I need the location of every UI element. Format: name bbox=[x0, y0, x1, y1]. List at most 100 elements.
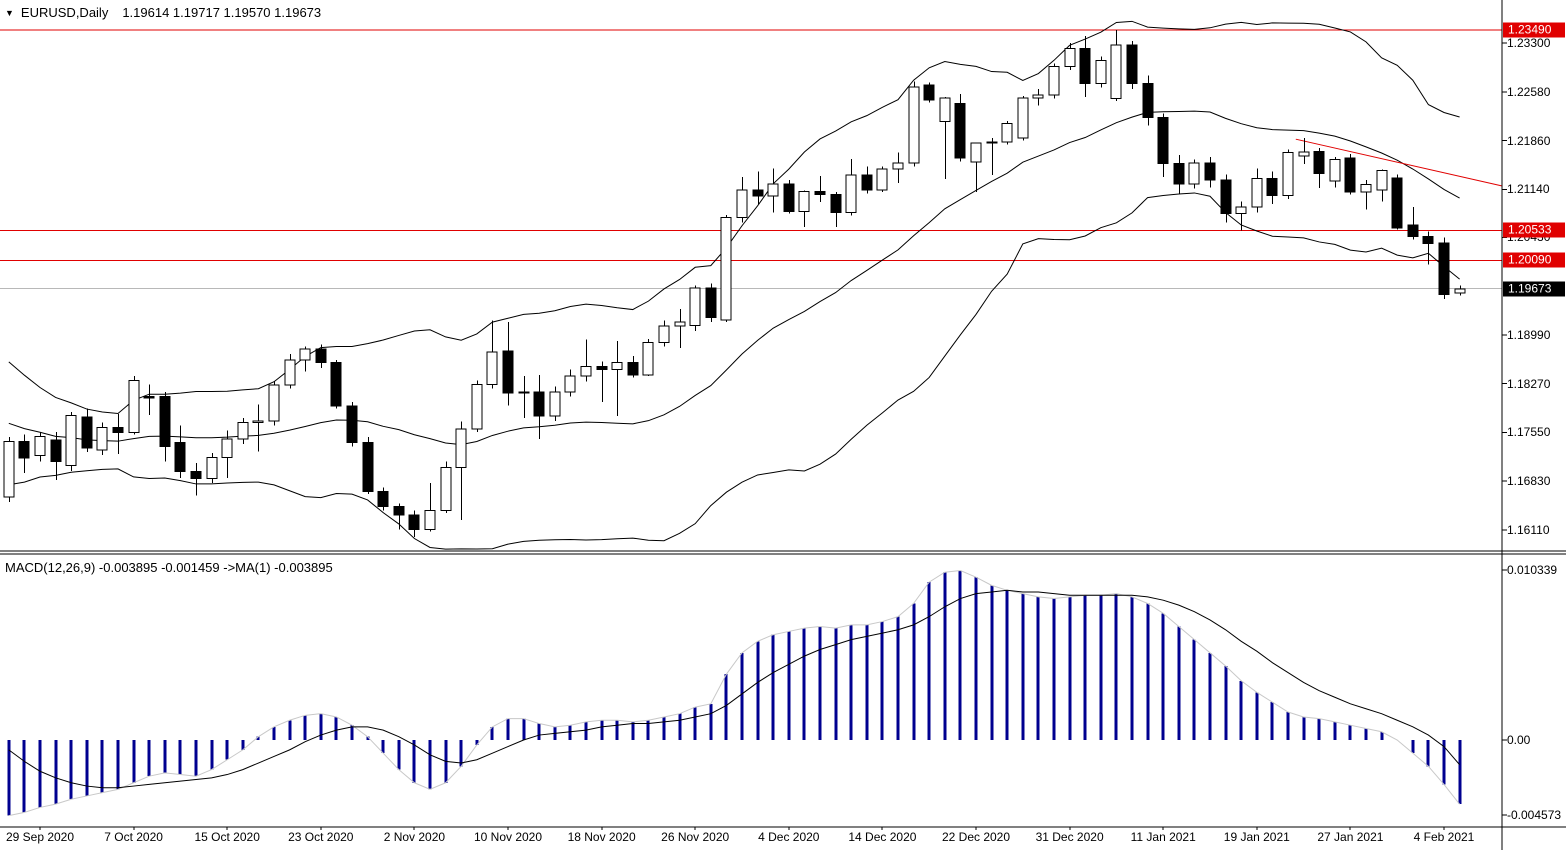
candle-body bbox=[1360, 184, 1372, 193]
candle-body bbox=[783, 183, 795, 213]
price-level-badge: 1.20533 bbox=[1503, 222, 1565, 238]
chart-title: ▼ EURUSD,Daily 1.19614 1.19717 1.19570 1.1… bbox=[5, 5, 321, 20]
candle-body bbox=[845, 174, 857, 213]
candle-body bbox=[3, 440, 15, 498]
date-axis-label: 4 Dec 2020 bbox=[758, 830, 820, 844]
candle-body bbox=[1282, 152, 1294, 196]
candle-body bbox=[18, 440, 30, 459]
bollinger-lower-band bbox=[8, 192, 1460, 550]
candle-body bbox=[1391, 177, 1403, 229]
candle-body bbox=[970, 142, 982, 163]
candle-body bbox=[315, 348, 327, 364]
candle-body bbox=[1173, 163, 1185, 185]
candle-body bbox=[362, 442, 374, 492]
candle-body bbox=[393, 505, 405, 516]
candle-body bbox=[81, 416, 93, 449]
candle-body bbox=[96, 427, 108, 451]
date-axis-label: 23 Oct 2020 bbox=[288, 830, 354, 844]
candle-body bbox=[237, 421, 249, 440]
bollinger-middle-band bbox=[8, 110, 1460, 446]
candle-body bbox=[1454, 288, 1466, 294]
candle-body bbox=[206, 457, 218, 480]
candle-body bbox=[377, 490, 389, 507]
bollinger-upper-band bbox=[8, 20, 1460, 414]
candle-body bbox=[1220, 179, 1232, 215]
date-axis-label: 4 Feb 2021 bbox=[1413, 830, 1475, 844]
candle-body bbox=[471, 383, 483, 430]
candle-body bbox=[876, 168, 888, 191]
candle-body bbox=[190, 471, 202, 480]
candle-body bbox=[939, 97, 951, 123]
symbol-period-label: EURUSD,Daily bbox=[20, 5, 109, 20]
date-axis-label: 29 Sep 2020 bbox=[5, 830, 75, 844]
price-axis-label: 1.18990 bbox=[1507, 327, 1551, 342]
candle-body bbox=[861, 174, 873, 191]
ohlc-quote-values: 1.19614 1.19717 1.19570 1.19673 bbox=[122, 5, 322, 20]
candle-body bbox=[159, 396, 171, 448]
date-axis-label: 2 Nov 2020 bbox=[383, 830, 446, 844]
macd-axis-label: 0.010339 bbox=[1507, 562, 1558, 577]
date-axis-label: 31 Dec 2020 bbox=[1035, 830, 1104, 844]
candle-body bbox=[174, 442, 186, 473]
date-axis-label: 27 Jan 2021 bbox=[1317, 830, 1384, 844]
price-axis-label: 1.21140 bbox=[1507, 182, 1550, 197]
candle-body bbox=[1344, 157, 1356, 193]
candle-body bbox=[1204, 162, 1216, 181]
candle-body bbox=[986, 141, 998, 144]
candle-body bbox=[580, 366, 592, 377]
candle-body bbox=[1438, 242, 1450, 295]
candle-body bbox=[1235, 206, 1247, 215]
candle-body bbox=[1407, 224, 1419, 238]
candle-body bbox=[284, 359, 296, 386]
date-axis-label: 15 Oct 2020 bbox=[194, 830, 260, 844]
price-level-badge: 1.20090 bbox=[1503, 252, 1565, 268]
candle-body bbox=[564, 375, 576, 393]
candle-body bbox=[346, 405, 358, 444]
candle-body bbox=[252, 420, 264, 423]
candle-body bbox=[1251, 177, 1263, 208]
candle-body bbox=[814, 190, 826, 196]
symbol-dropdown-icon[interactable]: ▼ bbox=[5, 8, 14, 18]
candle-body bbox=[596, 366, 608, 370]
candle-body bbox=[1110, 44, 1122, 100]
candle-body bbox=[1329, 158, 1341, 182]
candle-body bbox=[34, 436, 46, 456]
candle-body bbox=[299, 348, 311, 361]
trendline bbox=[1295, 138, 1502, 187]
date-axis-label: 19 Jan 2021 bbox=[1223, 830, 1290, 844]
macd-line bbox=[8, 570, 1460, 817]
date-axis-label: 26 Nov 2020 bbox=[661, 830, 730, 844]
candle-body bbox=[1157, 117, 1169, 165]
price-axis-label: 1.16830 bbox=[1507, 474, 1551, 489]
candle-body bbox=[1032, 94, 1044, 99]
candle-body bbox=[486, 351, 498, 385]
price-axis-label: 1.22580 bbox=[1507, 84, 1551, 99]
date-axis-label: 10 Nov 2020 bbox=[473, 830, 543, 844]
date-axis-label: 18 Nov 2020 bbox=[567, 830, 636, 844]
candle-body bbox=[908, 86, 920, 164]
candle-body bbox=[720, 217, 732, 321]
candle-body bbox=[705, 287, 717, 318]
candle-body bbox=[112, 427, 124, 433]
macd-indicator-label: MACD(12,26,9) -0.003895 -0.001459 ->MA(1… bbox=[5, 560, 333, 575]
candle-body bbox=[954, 102, 966, 159]
candle-body bbox=[1422, 236, 1434, 244]
candle-body bbox=[1188, 162, 1200, 185]
date-axis-label: 11 Jan 2021 bbox=[1130, 830, 1196, 844]
candle-body bbox=[1313, 150, 1325, 175]
macd-signal-line bbox=[8, 589, 1460, 789]
candle-body bbox=[892, 162, 904, 170]
candle-body bbox=[268, 384, 280, 422]
candle-body bbox=[1001, 123, 1013, 143]
macd-axis-label: -0.004573 bbox=[1507, 808, 1562, 823]
candle-body bbox=[455, 428, 467, 469]
candle-body bbox=[611, 362, 623, 370]
candle-body bbox=[1095, 60, 1107, 85]
candle-body bbox=[221, 438, 233, 459]
candle-body bbox=[752, 189, 764, 197]
candle-body bbox=[1298, 151, 1310, 157]
candle-body bbox=[767, 183, 779, 197]
candle-body bbox=[689, 287, 701, 326]
